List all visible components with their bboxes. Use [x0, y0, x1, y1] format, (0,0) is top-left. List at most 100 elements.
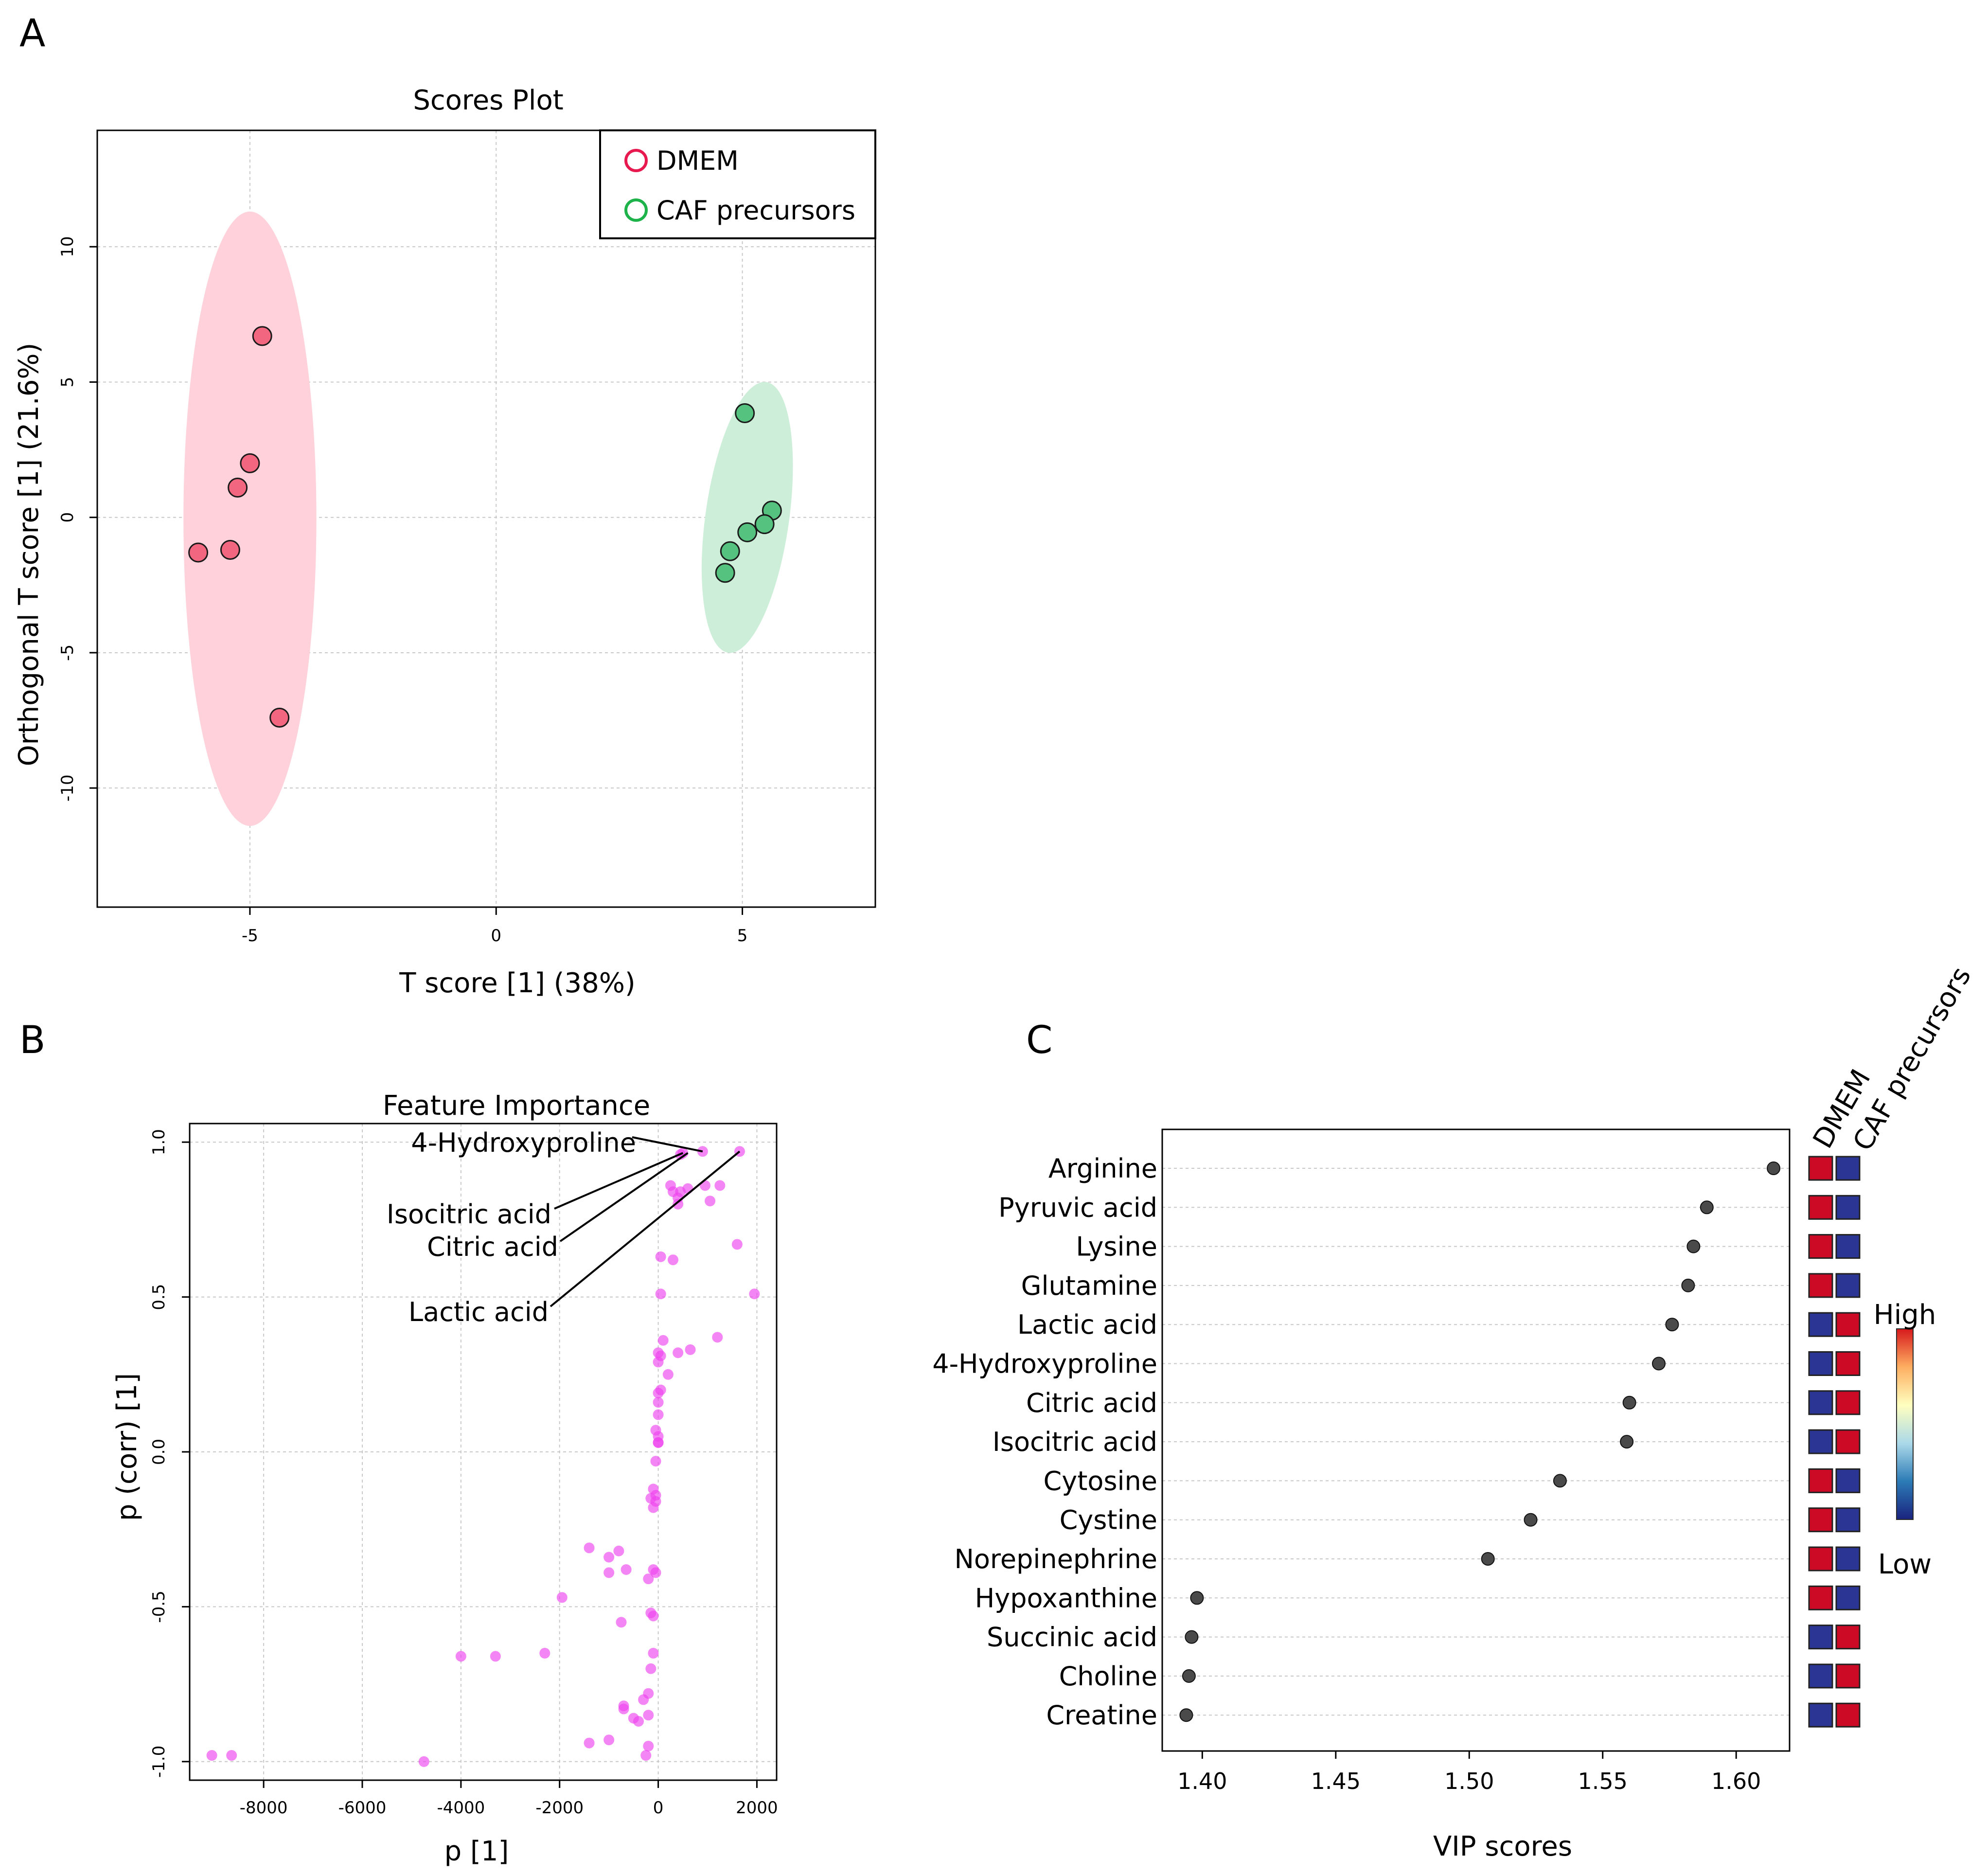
fi-point-62	[633, 1716, 644, 1727]
vip-point-3	[1681, 1278, 1695, 1292]
vip-point-7	[1620, 1435, 1634, 1449]
annotation-line-citric-acid	[559, 1152, 689, 1242]
colorbar	[1896, 1328, 1914, 1520]
heatmap-cell-9-0	[1808, 1507, 1833, 1533]
feature-importance-points	[206, 1146, 760, 1767]
heatmap-cell-4-0	[1808, 1312, 1833, 1337]
vip-metabolite-label-12: Succinic acid	[987, 1622, 1157, 1653]
vip-metabolite-label-11: Hypoxanthine	[975, 1583, 1157, 1613]
vip-point-10	[1481, 1552, 1495, 1566]
feature-importance-x-label: p [1]	[444, 1836, 509, 1867]
legend-dmem-label: DMEM	[656, 145, 739, 176]
annotation-line-4-hydroxyproline	[632, 1136, 703, 1153]
annotation-isocitric-acid: Isocitric acid	[387, 1199, 551, 1230]
fi-point-53	[539, 1647, 550, 1659]
heatmap-cell-13-1	[1835, 1663, 1861, 1689]
heatmap-cell-10-1	[1835, 1546, 1861, 1572]
fi-point-64	[584, 1737, 595, 1749]
annotation-lactic-acid: Lactic acid	[408, 1297, 549, 1327]
fi-x-tick-label-2: -4000	[437, 1798, 485, 1818]
fi-point-54	[490, 1651, 501, 1662]
vip-metabolite-label-14: Creatine	[1046, 1700, 1157, 1731]
fi-y-tick-label-2: 0.0	[149, 1439, 169, 1465]
scores-x-tick-label-1: 0	[491, 926, 501, 946]
scores-y-tick-label-0: 10	[58, 236, 77, 257]
vip-metabolite-label-0: Arginine	[1048, 1153, 1157, 1184]
scores-x-tick-label-2: 5	[737, 926, 748, 946]
vip-point-14	[1179, 1708, 1193, 1722]
heatmap-cell-4-1	[1835, 1312, 1861, 1337]
fi-point-7	[682, 1183, 693, 1194]
heatmap-cell-12-0	[1808, 1625, 1833, 1650]
panel-letter-a: A	[19, 12, 45, 55]
fi-point-66	[643, 1740, 654, 1751]
heatmap-col-caf-precursors: CAF precursors	[1847, 962, 1977, 1156]
heatmap-cell-3-1	[1835, 1273, 1861, 1298]
fi-x-tick-label-1: -6000	[338, 1798, 387, 1818]
annotation-4-hydroxyproline: 4-Hydroxyproline	[411, 1127, 636, 1158]
heatmap-cell-1-0	[1808, 1195, 1833, 1220]
fi-point-68	[226, 1750, 237, 1761]
fi-point-34	[650, 1456, 661, 1467]
panel-letter-b: B	[19, 1018, 46, 1062]
vip-metabolite-label-13: Choline	[1059, 1661, 1157, 1692]
feature-importance-frame	[189, 1123, 778, 1781]
feature-importance-ticks: -8000 -6000 -4000 -2000 0 2000 1.0 0.5 0.0 -0.5 -1…	[149, 1129, 778, 1818]
heatmap-cell-10-0	[1808, 1546, 1833, 1572]
heatmap-cell-11-0	[1808, 1585, 1833, 1610]
fi-point-67	[640, 1750, 652, 1761]
fi-y-tick-label-0: 1.0	[149, 1129, 169, 1155]
heatmap-cell-0-1	[1835, 1156, 1861, 1181]
vip-x-tick-label-2: 1.50	[1444, 1768, 1494, 1794]
vip-x-tick-label-0: 1.40	[1177, 1768, 1227, 1794]
scores-plot-y-label: Orthogonal T score [1] (21.6%)	[13, 343, 45, 767]
ellipse-caf-precursors	[701, 382, 793, 653]
vip-x-tick-label-1: 1.45	[1311, 1768, 1361, 1794]
vip-point-13	[1182, 1669, 1196, 1683]
vip-point-5	[1652, 1357, 1666, 1371]
legend-box	[599, 129, 876, 239]
scores-y-tick-label-2: 0	[58, 512, 77, 523]
vip-metabolite-label-7: Isocitric acid	[993, 1427, 1157, 1457]
legend-dmem-marker	[624, 149, 648, 172]
scores-point-dmem-5	[269, 707, 290, 728]
vip-x-tick-label-4: 1.60	[1711, 1768, 1761, 1794]
fi-point-23	[662, 1369, 674, 1380]
scores-y-tick-label-1: 5	[58, 377, 77, 388]
scores-y-tick-label-4: -10	[58, 774, 77, 802]
vip-scores-plot: VIP scores Arginine Pyruvic acid Lysine Glu…	[932, 962, 1977, 1862]
fi-point-20	[673, 1347, 684, 1358]
fi-point-39	[648, 1502, 659, 1513]
vip-metabolite-label-8: Cytosine	[1044, 1465, 1157, 1496]
scores-point-dmem-2	[228, 478, 248, 498]
scores-plot-x-label: T score [1] (38%)	[399, 967, 636, 999]
fi-point-14	[655, 1251, 666, 1262]
heatmap-cell-3-0	[1808, 1273, 1833, 1298]
heatmap-cell-2-0	[1808, 1234, 1833, 1259]
heatmap-cell-1-1	[1835, 1195, 1861, 1220]
scores-point-caf-4	[720, 541, 740, 561]
fi-y-tick-label-1: 0.5	[149, 1284, 169, 1310]
heatmap-cell-5-1	[1835, 1351, 1861, 1376]
vip-point-9	[1524, 1513, 1538, 1527]
heatmap-cell-5-0	[1808, 1351, 1833, 1376]
vip-metabolite-label-9: Cystine	[1060, 1505, 1157, 1536]
vip-metabolite-label-10: Norepinephrine	[954, 1544, 1157, 1574]
feature-importance-plot: Feature Importance p [1] p (corr) [1] -8…	[111, 1090, 778, 1867]
fi-point-16	[749, 1288, 760, 1300]
colorbar-high-label: High	[1874, 1299, 1936, 1331]
fi-point-42	[584, 1542, 595, 1554]
scores-plot-points	[188, 326, 782, 728]
fi-point-46	[650, 1567, 661, 1578]
scores-plot-ellipses	[183, 211, 793, 826]
heatmap-cell-12-1	[1835, 1625, 1861, 1650]
fi-point-18	[712, 1332, 723, 1343]
vip-scores-ticks: 1.40 1.45 1.50 1.55 1.60	[1177, 1751, 1761, 1794]
fi-point-19	[685, 1344, 696, 1355]
heatmap-cell-13-0	[1808, 1663, 1833, 1689]
heatmap-cell-14-0	[1808, 1702, 1833, 1728]
vip-point-4	[1665, 1318, 1679, 1332]
legend-caf-label: CAF precursors	[656, 195, 855, 226]
fi-point-44	[621, 1564, 632, 1575]
scores-point-dmem-1	[240, 453, 260, 473]
